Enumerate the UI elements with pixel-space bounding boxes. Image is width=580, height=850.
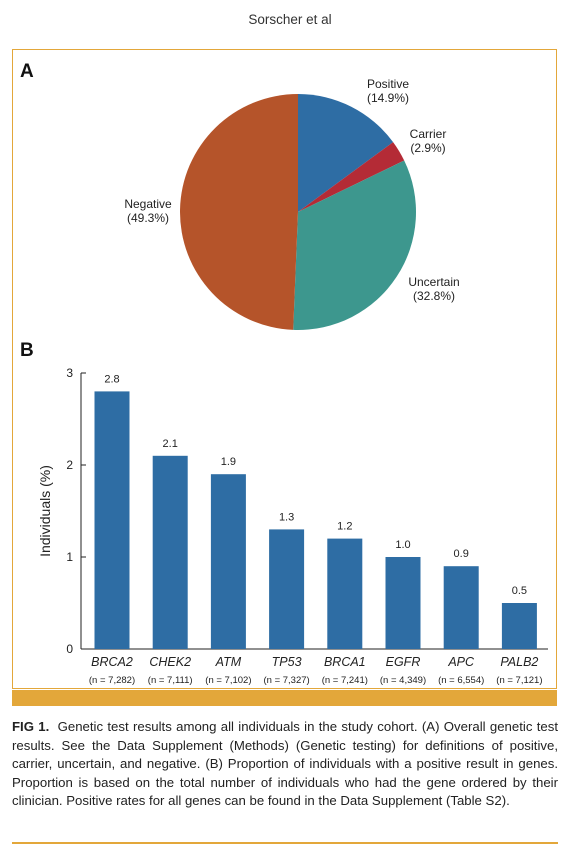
- pie-slice-negative: [180, 94, 298, 330]
- pie-chart: Positive(14.9%) Carrier(2.9%) Uncertain(32…: [124, 77, 460, 330]
- bar-value-label: 0.9: [454, 548, 469, 560]
- running-head: Sorscher et al: [248, 12, 332, 27]
- bar-value-label: 1.0: [395, 539, 410, 551]
- x-n-label: (n = 7,121): [496, 675, 542, 686]
- y-tick-label: 3: [66, 366, 73, 380]
- pie-pct-negative: (49.3%): [127, 211, 169, 225]
- x-category-label: ATM: [215, 655, 242, 669]
- bar-egfr: [385, 557, 421, 649]
- x-category-label: BRCA1: [324, 655, 366, 669]
- panel-a-label: A: [20, 61, 34, 82]
- x-category-label: TP53: [272, 655, 302, 669]
- y-axis-label: Individuals (%): [37, 465, 53, 557]
- x-n-label: (n = 7,327): [263, 675, 309, 686]
- bar-apc: [443, 566, 479, 649]
- x-n-label: (n = 4,349): [380, 675, 426, 686]
- bar-chek2: [152, 455, 188, 649]
- x-n-label: (n = 7,282): [89, 675, 135, 686]
- figure-bottom-bar: [12, 690, 557, 706]
- pie-pct-carrier: (2.9%): [410, 141, 445, 155]
- bar-atm: [210, 474, 246, 649]
- bar-value-label: 2.8: [104, 373, 119, 385]
- bar-value-label: 0.5: [512, 585, 527, 597]
- y-tick-label: 0: [66, 642, 73, 656]
- bar-value-label: 1.9: [221, 456, 236, 468]
- pie-pct-uncertain: (32.8%): [413, 289, 455, 303]
- x-category-label: EGFR: [386, 655, 421, 669]
- figure-caption: FIG 1. Genetic test results among all in…: [12, 718, 558, 811]
- bar-value-label: 1.3: [279, 511, 294, 523]
- pie-slice-positive: [298, 94, 394, 212]
- bar-chart: 0 1 2 3 Individuals (%) 2.8 BRCA2 (n = 7,282) 2.…: [37, 366, 548, 686]
- x-category-label: CHEK2: [149, 655, 191, 669]
- bar-value-label: 1.2: [337, 521, 352, 533]
- caption-label: FIG 1.: [12, 719, 50, 734]
- x-n-label: (n = 7,102): [205, 675, 251, 686]
- x-n-label: (n = 7,241): [322, 675, 368, 686]
- pie-label-positive: Positive: [367, 77, 409, 91]
- bar-tp53: [269, 529, 305, 649]
- pie-label-carrier: Carrier: [410, 127, 447, 141]
- bar-brca1: [327, 538, 363, 649]
- pie-pct-positive: (14.9%): [367, 91, 409, 105]
- x-category-label: APC: [447, 655, 475, 669]
- y-tick-label: 2: [66, 458, 73, 472]
- bar-palb2: [501, 603, 537, 649]
- x-n-label: (n = 6,554): [438, 675, 484, 686]
- panel-b-label: B: [20, 340, 34, 361]
- x-n-label: (n = 7,111): [148, 675, 193, 686]
- x-category-label: PALB2: [500, 655, 538, 669]
- caption-text: Genetic test results among all individua…: [12, 719, 558, 809]
- pie-slice-carrier: [298, 142, 405, 212]
- pie-label-negative: Negative: [124, 197, 172, 211]
- pie-slice-uncertain: [293, 160, 416, 330]
- x-category-label: BRCA2: [91, 655, 133, 669]
- bottom-rule: [12, 842, 558, 844]
- pie-label-uncertain: Uncertain: [408, 275, 459, 289]
- y-tick-label: 1: [66, 550, 73, 564]
- bar-brca2: [94, 391, 130, 649]
- bar-value-label: 2.1: [163, 438, 178, 450]
